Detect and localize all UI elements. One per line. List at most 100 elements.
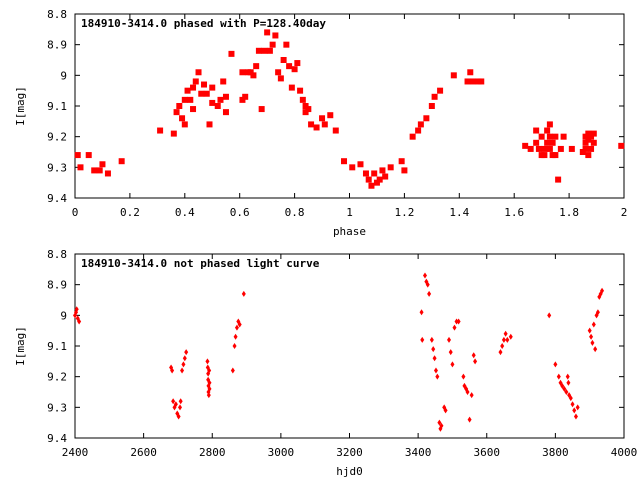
data-point <box>387 164 394 171</box>
data-point <box>332 127 339 134</box>
y-tick-label: 9 <box>60 69 67 82</box>
data-point <box>206 121 213 128</box>
data-point <box>195 69 202 76</box>
data-point <box>283 41 290 48</box>
x-tick-label: 1.8 <box>559 206 579 219</box>
data-point <box>222 109 229 116</box>
data-point <box>209 84 216 91</box>
data-point <box>437 87 444 94</box>
data-point <box>190 106 197 113</box>
data-point <box>498 349 503 356</box>
x-tick-label: 0.2 <box>120 206 140 219</box>
y-tick-label: 9.4 <box>47 432 67 445</box>
data-points <box>73 272 605 432</box>
data-points <box>74 29 625 189</box>
data-point <box>553 361 558 368</box>
data-point <box>280 57 287 63</box>
data-point <box>431 93 438 100</box>
data-point <box>176 413 181 420</box>
data-point <box>585 152 592 159</box>
data-point <box>373 179 380 186</box>
data-point <box>250 72 257 79</box>
data-point <box>180 367 185 374</box>
data-point <box>582 145 589 152</box>
data-point <box>232 343 237 349</box>
data-point <box>423 115 430 122</box>
data-point <box>205 358 210 365</box>
data-point <box>184 87 191 94</box>
x-axis-label: hjd0 <box>336 465 363 478</box>
data-point <box>546 145 553 152</box>
data-point <box>96 167 103 174</box>
data-point <box>546 121 553 128</box>
data-point <box>473 358 478 365</box>
data-point <box>533 139 540 146</box>
data-point <box>85 152 92 159</box>
data-point <box>533 127 540 134</box>
data-point <box>588 133 595 140</box>
x-tick-label: 4000 <box>611 446 638 459</box>
data-point <box>422 272 427 279</box>
data-point <box>275 69 282 76</box>
data-point <box>552 133 559 140</box>
data-point <box>234 324 239 331</box>
data-point <box>409 133 416 140</box>
data-point <box>564 389 569 395</box>
data-point <box>308 121 315 128</box>
data-point <box>269 41 276 48</box>
data-point <box>450 361 455 368</box>
data-point <box>294 60 301 67</box>
y-tick-label: 9.3 <box>47 401 67 414</box>
data-point <box>590 130 597 137</box>
y-tick-label: 9 <box>60 309 67 322</box>
data-point <box>452 324 457 331</box>
x-tick-label: 0.8 <box>285 206 305 219</box>
data-point <box>173 109 180 116</box>
data-point <box>590 139 597 146</box>
data-point <box>176 103 183 109</box>
data-point <box>549 139 556 146</box>
data-point <box>419 309 424 316</box>
data-point <box>239 96 246 103</box>
data-point <box>527 145 534 152</box>
data-point <box>177 404 182 411</box>
data-point <box>566 379 571 386</box>
x-tick-label: 0 <box>72 206 79 219</box>
y-tick-label: 9.1 <box>47 340 67 353</box>
data-point <box>357 161 364 168</box>
data-point <box>454 318 459 325</box>
data-point <box>560 382 565 389</box>
y-tick-label: 9.3 <box>47 161 67 174</box>
data-point <box>321 121 328 128</box>
x-tick-label: 0.4 <box>175 206 195 219</box>
data-point <box>91 167 98 174</box>
y-tick-label: 9.1 <box>47 100 67 113</box>
data-point <box>508 333 513 340</box>
data-point <box>288 84 295 91</box>
data-point <box>214 103 221 109</box>
data-point <box>368 182 375 189</box>
data-point <box>371 170 378 177</box>
x-tick-label: 3000 <box>268 446 295 459</box>
data-point <box>425 281 430 288</box>
data-point <box>362 170 369 177</box>
data-point <box>522 142 529 149</box>
data-point <box>600 287 605 294</box>
data-point <box>585 136 592 143</box>
data-point <box>170 130 177 137</box>
data-point <box>456 318 461 325</box>
x-tick-label: 2 <box>621 206 628 219</box>
data-point <box>74 152 81 159</box>
data-point <box>544 127 551 134</box>
data-point <box>181 361 186 368</box>
x-tick-label: 3800 <box>542 446 569 459</box>
data-point <box>207 367 212 374</box>
axis-ticks: 2400 2600 2800 3000 3200 3400 3600 3800 4000 8.8 8… <box>47 248 637 459</box>
data-point <box>573 413 578 420</box>
data-point <box>572 407 577 414</box>
data-point <box>398 158 405 165</box>
data-point <box>575 404 580 411</box>
data-point <box>556 373 561 380</box>
data-point <box>258 106 265 113</box>
data-point <box>503 330 508 337</box>
